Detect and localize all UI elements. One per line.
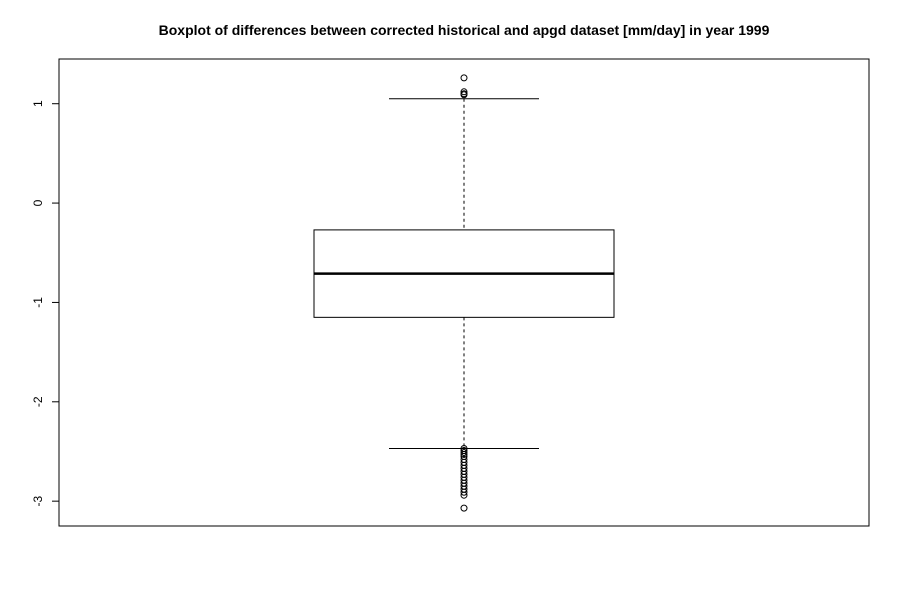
y-tick-label: -1 [31,297,45,308]
outlier-point [460,488,468,496]
outlier-point [460,448,468,456]
chart-title: Boxplot of differences between corrected… [159,22,770,38]
y-tick-label: -3 [31,495,45,506]
y-tick-label: 0 [31,199,45,206]
outlier-points [460,74,468,512]
outlier-point [460,91,468,99]
outlier-point [460,504,468,512]
y-axis: 1 0 -1 -2 -3 [31,100,60,506]
outlier-point [460,450,468,458]
y-tick-label: -2 [31,396,45,407]
outlier-point [460,88,468,96]
outlier-point [460,74,468,82]
box-group [313,98,615,449]
y-tick-label: 1 [31,100,45,107]
outlier-point [460,491,468,499]
